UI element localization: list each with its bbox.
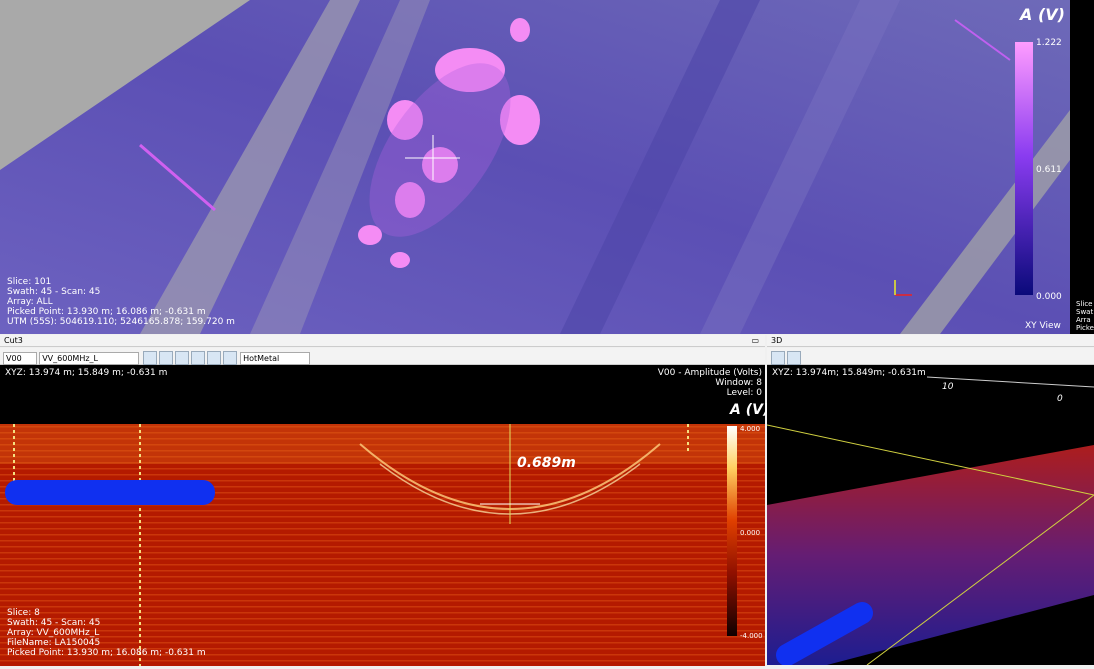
ruler-label: 10 bbox=[942, 382, 953, 392]
colorbar-label: 1.222 bbox=[1036, 38, 1062, 48]
colorbar-label: -4.000 bbox=[740, 631, 763, 641]
colorbar bbox=[1015, 42, 1033, 295]
channel-dropdown[interactable]: V00 bbox=[3, 352, 37, 365]
info-line: FileName: LA150045 bbox=[7, 638, 206, 648]
depth-label: 0.689m bbox=[517, 458, 576, 468]
tool-button[interactable] bbox=[175, 351, 189, 365]
panel-title: 3D bbox=[771, 336, 782, 345]
side-panel: Slice Swat Arra Picke bbox=[1070, 0, 1094, 334]
tool-button[interactable] bbox=[771, 351, 785, 365]
info-line: Arra bbox=[1076, 316, 1094, 324]
amplitude-info: V00 - Amplitude (Volts) Window: 8 Level:… bbox=[658, 368, 762, 398]
info-line: V00 - Amplitude (Volts) bbox=[658, 368, 762, 378]
slice-info: Slice: 101 Swath: 45 - Scan: 45 Array: A… bbox=[7, 277, 235, 327]
target-marker bbox=[5, 480, 215, 505]
array-dropdown[interactable]: VV_600MHz_L bbox=[39, 352, 139, 365]
colorbar-label: 0.000 bbox=[740, 528, 760, 538]
palette-dropdown[interactable]: HotMetal bbox=[240, 352, 310, 365]
info-line: Slice: 8 bbox=[7, 608, 206, 618]
info-line: Slice bbox=[1076, 300, 1094, 308]
maximize-button[interactable]: ▭ bbox=[751, 335, 759, 347]
tool-button[interactable] bbox=[159, 351, 173, 365]
tool-button[interactable] bbox=[207, 351, 221, 365]
xyz-readout: XYZ: 13.974 m; 15.849 m; -0.631 m bbox=[5, 368, 167, 378]
info-line: Swat bbox=[1076, 308, 1094, 316]
colorbar-title: A (V) bbox=[730, 405, 769, 415]
toolbar bbox=[767, 348, 1094, 365]
info-line: UTM (55S): 504619.110; 5246165.878; 159.… bbox=[7, 317, 235, 327]
view-label: XY View bbox=[1025, 321, 1061, 331]
xyz-readout: XYZ: 13.974m; 15.849m; -0.631m bbox=[772, 368, 926, 378]
info-line: Array: VV_600MHz_L bbox=[7, 628, 206, 638]
tool-button[interactable] bbox=[191, 351, 205, 365]
tool-button[interactable] bbox=[223, 351, 237, 365]
slice-info: Slice: 8 Swath: 45 - Scan: 45 Array: VV_… bbox=[7, 608, 206, 658]
view-3d bbox=[767, 365, 1094, 665]
info-line: Swath: 45 - Scan: 45 bbox=[7, 618, 206, 628]
info-line: Picke bbox=[1076, 324, 1094, 332]
colorbar bbox=[727, 426, 737, 636]
info-line: Level: 0 bbox=[658, 388, 762, 398]
colorbar-label: 0.000 bbox=[1036, 292, 1062, 302]
info-line: Slice: 101 bbox=[7, 277, 235, 287]
colorbar-label: 0.611 bbox=[1036, 165, 1062, 175]
tool-button[interactable] bbox=[143, 351, 157, 365]
colorbar-title: A (V) bbox=[1020, 10, 1065, 20]
toolbar: V00 VV_600MHz_L HotMetal bbox=[0, 348, 765, 365]
colorbar-label: 4.000 bbox=[740, 424, 760, 434]
panel-title: Cut3 bbox=[4, 336, 23, 345]
info-line: Picked Point: 13.930 m; 16.086 m; -0.631… bbox=[7, 307, 235, 317]
info-line: Array: ALL bbox=[7, 297, 235, 307]
info-line: Picked Point: 13.930 m; 16.086 m; -0.631… bbox=[7, 648, 206, 658]
ruler-label: 0 bbox=[1057, 394, 1063, 404]
info-line: Window: 8 bbox=[658, 378, 762, 388]
info-line: Swath: 45 - Scan: 45 bbox=[7, 287, 235, 297]
panel-title-bar: Cut3 ▭ bbox=[0, 335, 765, 347]
tool-button[interactable] bbox=[787, 351, 801, 365]
panel-title-bar: 3D bbox=[767, 335, 1094, 347]
app: A (V) 1.222 0.611 0.000 Slice: 101 Swath… bbox=[0, 0, 1094, 669]
